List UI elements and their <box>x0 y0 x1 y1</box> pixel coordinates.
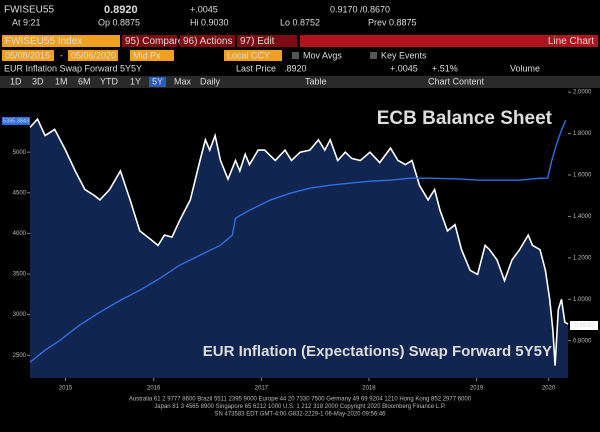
x-tick-label: 2017 <box>255 386 269 392</box>
badge-label: 0.8920 <box>575 323 594 329</box>
field-value[interactable]: 05/08/2015 <box>5 50 50 60</box>
date-separator: - <box>60 50 63 60</box>
high: Hi 0.9030 <box>190 17 229 27</box>
footer-line: Japan 81 3 4565 8900 Singapore 65 6212 1… <box>154 404 446 410</box>
button-label[interactable]: 96) Actions <box>183 36 232 47</box>
field-value[interactable]: Local CCY <box>227 50 270 60</box>
field[interactable] <box>2 50 54 61</box>
y-tick-label: 3000 <box>13 312 27 318</box>
view: Line Chart <box>548 36 594 47</box>
checkbox[interactable] <box>370 52 377 59</box>
area <box>30 119 568 378</box>
range-option[interactable]: 1M <box>55 76 68 86</box>
time: At 9:21 <box>12 17 41 27</box>
range-selected <box>149 77 166 87</box>
last: 0.8920 <box>104 4 138 16</box>
x-tick-label: 2016 <box>147 386 161 392</box>
option[interactable]: Key Events <box>381 50 427 60</box>
button[interactable] <box>237 35 297 47</box>
y-tick-label: 2500 <box>13 353 27 359</box>
badge <box>570 321 598 330</box>
line <box>29 117 569 366</box>
series-label: EUR Inflation (Expectations) Swap Forwar… <box>203 343 552 360</box>
field[interactable] <box>130 50 174 61</box>
button-label[interactable]: 97) Edit <box>240 36 275 47</box>
footer-line: Australia 61 2 9777 8600 Brazil 5511 239… <box>129 397 472 403</box>
low: Lo 0.8752 <box>280 17 320 27</box>
button-label[interactable]: 95) Compare <box>125 36 184 47</box>
field-value[interactable]: Mid Px <box>133 50 161 60</box>
range-option[interactable]: 6M <box>78 76 91 86</box>
range-option[interactable]: YTD <box>100 76 119 86</box>
x-tick-label: 2019 <box>470 386 484 392</box>
view-bar <box>300 35 598 47</box>
ticker: FWISEU55 <box>4 5 54 16</box>
y-tick-label: 4500 <box>13 190 27 196</box>
range-option[interactable]: 1Y <box>130 76 141 86</box>
x-tick-label: 2020 <box>542 386 556 392</box>
badge-label: 5395.3843 <box>3 118 29 124</box>
y-tick-label: 4000 <box>13 231 27 237</box>
volume-label: Volume <box>510 63 540 73</box>
range-option[interactable]: Max <box>174 76 192 86</box>
frequency[interactable]: Daily <box>200 76 221 86</box>
button[interactable] <box>180 35 235 47</box>
y2-tick-label: 1.8000 <box>573 131 592 137</box>
table[interactable]: Table <box>305 76 327 86</box>
y2-tick-label: 1.2000 <box>573 255 592 261</box>
button[interactable] <box>122 35 177 47</box>
x-tick-label: 2018 <box>362 386 376 392</box>
y2-tick-label: 1.6000 <box>573 173 592 179</box>
range-option[interactable]: 3D <box>32 76 44 86</box>
range-option[interactable]: 5Y <box>152 76 163 86</box>
range: 0.9170 /0.8670 <box>330 4 390 14</box>
net-change: +.0045 <box>390 63 418 73</box>
y2-tick-label: 2.0000 <box>573 90 592 96</box>
security-field[interactable] <box>2 35 120 47</box>
range-option[interactable]: 1D <box>10 76 22 86</box>
footer-line: SN 473583 EDT GMT-4:00 G832-2229-1 06-Ma… <box>215 412 387 418</box>
checkbox[interactable] <box>292 52 299 59</box>
field[interactable] <box>224 50 282 61</box>
description: EUR Inflation Swap Forward 5Y5Y <box>4 63 142 73</box>
y-tick-label: 5000 <box>13 150 27 156</box>
security: FWISEU55 Index <box>5 36 82 47</box>
last-price: .8920 <box>284 63 307 73</box>
open: Op 0.8875 <box>98 17 140 27</box>
field[interactable] <box>68 50 118 61</box>
chart-content[interactable]: Chart Content <box>428 76 485 86</box>
y2-tick-label: 0.8000 <box>573 338 592 344</box>
line <box>29 119 567 363</box>
field-value[interactable]: 05/06/2020 <box>71 50 116 60</box>
badge <box>2 117 30 125</box>
y2-tick-label: 1.4000 <box>573 214 592 220</box>
y2-tick-label: 1.0000 <box>573 297 592 303</box>
last-price-label: Last Price <box>236 63 276 73</box>
change: +.0045 <box>190 4 218 14</box>
prev: Prev 0.8875 <box>368 17 417 27</box>
option[interactable]: Mov Avgs <box>303 50 342 60</box>
series-label: ECB Balance Sheet <box>377 108 553 129</box>
pct-change: +.51% <box>432 63 458 73</box>
y-tick-label: 3500 <box>13 272 27 278</box>
x-tick-label: 2015 <box>59 386 73 392</box>
